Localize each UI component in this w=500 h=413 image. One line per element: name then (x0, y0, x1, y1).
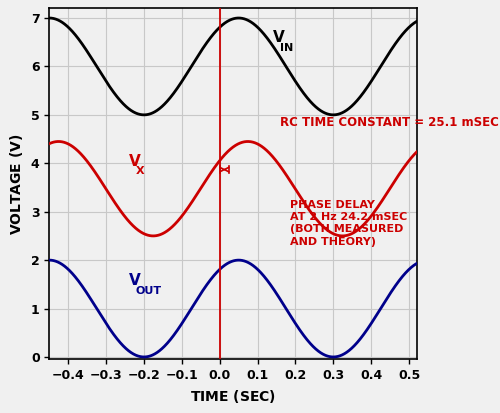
Text: V: V (272, 30, 284, 45)
Text: V: V (129, 273, 140, 288)
Text: V: V (129, 154, 140, 169)
X-axis label: $\mathbf{TIME}$ (SEC): $\mathbf{TIME}$ (SEC) (190, 388, 276, 405)
Y-axis label: $\mathbf{VOLTAGE}$ (V): $\mathbf{VOLTAGE}$ (V) (8, 133, 25, 235)
Text: RC TIME CONSTANT = 25.1 mSEC: RC TIME CONSTANT = 25.1 mSEC (280, 116, 499, 128)
Text: X: X (136, 166, 144, 176)
Text: PHASE DELAY
AT 2 Hz 24.2 mSEC
(BOTH MEASURED
AND THEORY): PHASE DELAY AT 2 Hz 24.2 mSEC (BOTH MEAS… (290, 199, 407, 247)
Text: IN: IN (280, 43, 293, 53)
Text: OUT: OUT (136, 286, 162, 296)
